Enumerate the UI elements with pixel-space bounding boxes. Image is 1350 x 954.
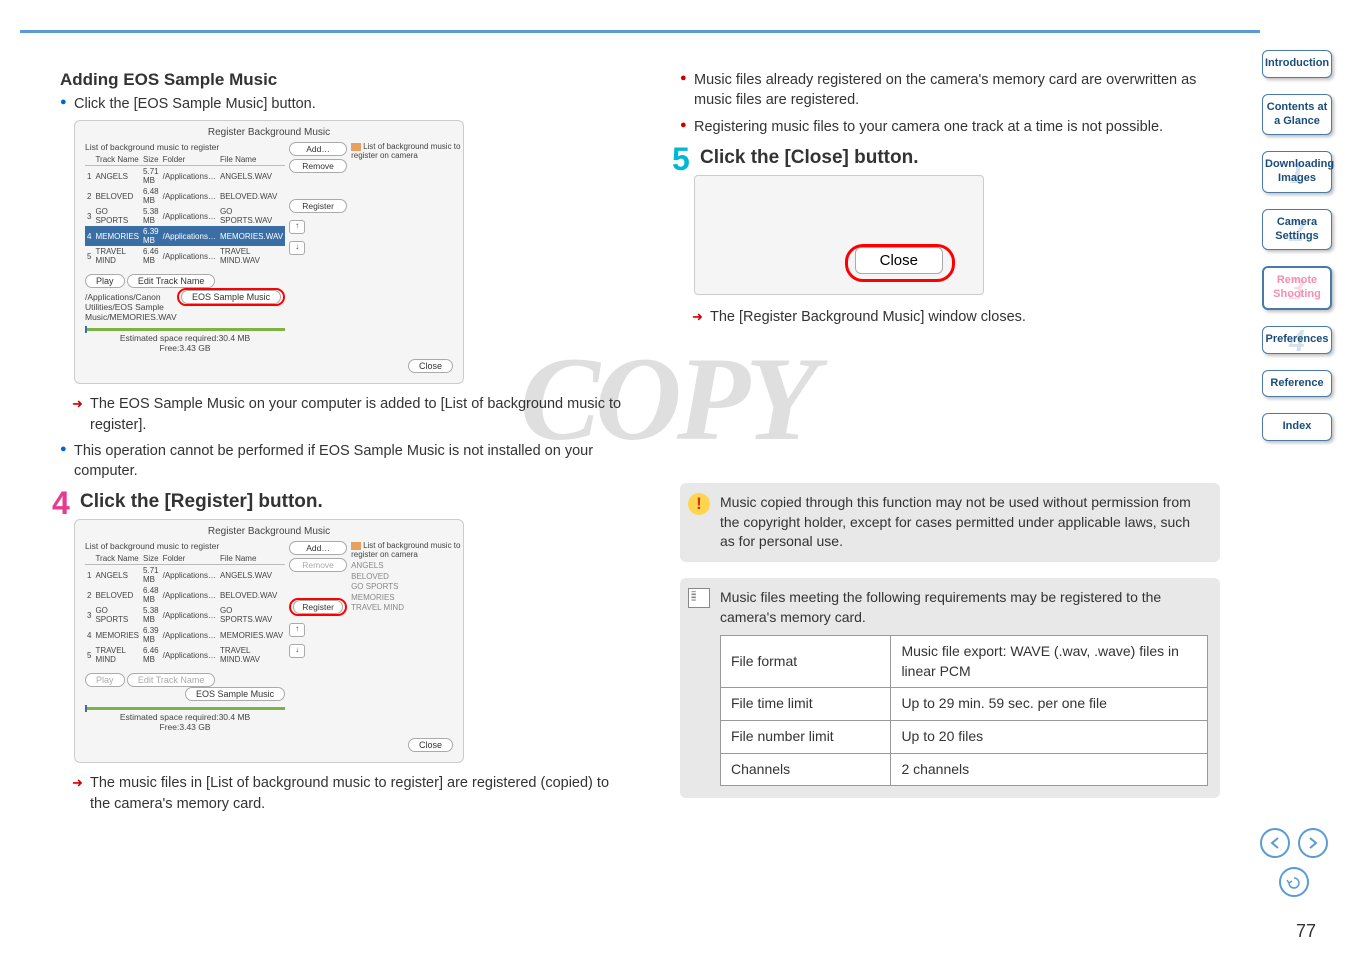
remove-button[interactable]: Remove <box>289 159 347 173</box>
register-ring: Register <box>289 598 347 616</box>
down-icon: ↓ <box>289 644 305 658</box>
space-req: Estimated space required:30.4 MB <box>85 333 285 343</box>
note-icon: ≡≡≡ <box>688 588 710 608</box>
list-label: List of background music to register <box>85 142 285 152</box>
play-button[interactable]: Play <box>85 274 125 288</box>
play-button: Play <box>85 673 125 687</box>
camera-list-label: List of background music to register on … <box>351 142 463 160</box>
table-row: File formatMusic file export: WAVE (.wav… <box>721 636 1208 688</box>
table-row: 2BELOVED6.48 MB/Applications…BELOVED.WAV <box>85 585 285 605</box>
top-rule <box>20 30 1260 33</box>
table-row: 4MEMORIES6.39 MB/Applications…MEMORIES.W… <box>85 625 285 645</box>
close-ring <box>845 244 955 282</box>
eos-sample-ring: EOS Sample Music <box>177 288 285 306</box>
down-icon[interactable]: ↓ <box>289 241 305 255</box>
page-number: 77 <box>1296 921 1316 942</box>
edit-track-button: Edit Track Name <box>127 673 216 687</box>
eos-sample-button[interactable]: EOS Sample Music <box>181 290 281 304</box>
space-free: Free:3.43 GB <box>85 343 285 353</box>
add-button[interactable]: Add… <box>289 142 347 156</box>
nav-camera-settings[interactable]: 2Camera Settings <box>1262 209 1332 251</box>
next-page-button[interactable] <box>1298 828 1328 858</box>
requirements-table: File formatMusic file export: WAVE (.wav… <box>720 635 1208 786</box>
close-dialog: Close <box>694 175 984 295</box>
close-button[interactable]: Close <box>408 359 453 373</box>
table-row-selected: 4MEMORIES6.39 MB/Applications…MEMORIES.W… <box>85 226 285 246</box>
table-row: File time limitUp to 29 min. 59 sec. per… <box>721 688 1208 721</box>
note-box: ≡≡≡ Music files meeting the following re… <box>680 578 1220 798</box>
camera-tracks: ANGELS BELOVED GO SPORTS MEMORIES TRAVEL… <box>351 561 463 613</box>
register-button[interactable]: Register <box>293 600 343 614</box>
table-row: 3GO SPORTS5.38 MB/Applications…GO SPORTS… <box>85 605 285 625</box>
table-row: File number limitUp to 20 files <box>721 720 1208 753</box>
track-table: Track Name Size Folder File Name 1ANGELS… <box>85 154 285 266</box>
step4-num: 4 <box>52 485 70 522</box>
up-icon[interactable]: ↑ <box>289 220 305 234</box>
table-row: 3GO SPORTS5.38 MB/Applications…GO SPORTS… <box>85 206 285 226</box>
bullet-one-track: Registering music files to your camera o… <box>680 117 1220 137</box>
alert-icon: ! <box>688 493 710 515</box>
nav-downloading[interactable]: 1Downloading Images <box>1262 151 1332 193</box>
nav-remote-shooting[interactable]: 3Remote Shooting <box>1262 266 1332 310</box>
table-row: 1ANGELS5.71 MB/Applications…ANGELS.WAV <box>85 565 285 586</box>
dialog-register-1: Register Background Music List of backgr… <box>74 120 464 384</box>
close-button[interactable]: Close <box>408 738 453 752</box>
dialog-title: Register Background Music <box>85 127 453 138</box>
step4-heading: 4 Click the [Register] button. <box>60 491 630 513</box>
nav-reference[interactable]: Reference <box>1262 370 1332 398</box>
nav-circles <box>1258 826 1330 904</box>
bullet-not-performed: This operation cannot be performed if EO… <box>60 441 630 482</box>
arrow-registered: The music files in [List of background m… <box>60 773 630 814</box>
table-row: 2BELOVED6.48 MB/Applications…BELOVED.WAV <box>85 186 285 206</box>
nav-index[interactable]: Index <box>1262 413 1332 441</box>
space-bar <box>85 328 285 331</box>
add-button[interactable]: Add… <box>289 541 347 555</box>
nav-introduction[interactable]: Introduction <box>1262 50 1332 78</box>
eos-sample-button[interactable]: EOS Sample Music <box>185 687 285 701</box>
table-row: 1ANGELS5.71 MB/Applications…ANGELS.WAV <box>85 166 285 187</box>
arrow-eos-added: The EOS Sample Music on your computer is… <box>60 394 630 435</box>
right-column: Music files already registered on the ca… <box>650 70 1240 920</box>
up-icon: ↑ <box>289 623 305 637</box>
edit-track-button[interactable]: Edit Track Name <box>127 274 216 288</box>
sidebar: Introduction Contents at a Glance 1Downl… <box>1262 50 1332 457</box>
content: Adding EOS Sample Music Click the [EOS S… <box>60 70 1260 920</box>
step5-num: 5 <box>672 141 690 178</box>
bullet-click-eos: Click the [EOS Sample Music] button. <box>60 94 630 114</box>
back-button[interactable] <box>1279 867 1309 897</box>
table-row: 5TRAVEL MIND6.46 MB/Applications…TRAVEL … <box>85 645 285 665</box>
table-row: Channels2 channels <box>721 753 1208 786</box>
table-row: 5TRAVEL MIND6.46 MB/Applications…TRAVEL … <box>85 246 285 266</box>
dialog-register-2: Register Background Music List of backgr… <box>74 519 464 763</box>
left-column: Adding EOS Sample Music Click the [EOS S… <box>60 70 650 920</box>
nav-preferences[interactable]: 4Preferences <box>1262 326 1332 354</box>
alert-box: ! Music copied through this function may… <box>680 483 1220 562</box>
nav-contents[interactable]: Contents at a Glance <box>1262 94 1332 136</box>
register-button[interactable]: Register <box>289 199 347 213</box>
bullet-overwritten: Music files already registered on the ca… <box>680 70 1220 111</box>
heading-add-eos: Adding EOS Sample Music <box>60 70 630 90</box>
arrow-closed: The [Register Background Music] window c… <box>680 307 1220 327</box>
step5-heading: 5 Click the [Close] button. <box>680 147 1220 169</box>
prev-page-button[interactable] <box>1260 828 1290 858</box>
remove-button: Remove <box>289 558 347 572</box>
